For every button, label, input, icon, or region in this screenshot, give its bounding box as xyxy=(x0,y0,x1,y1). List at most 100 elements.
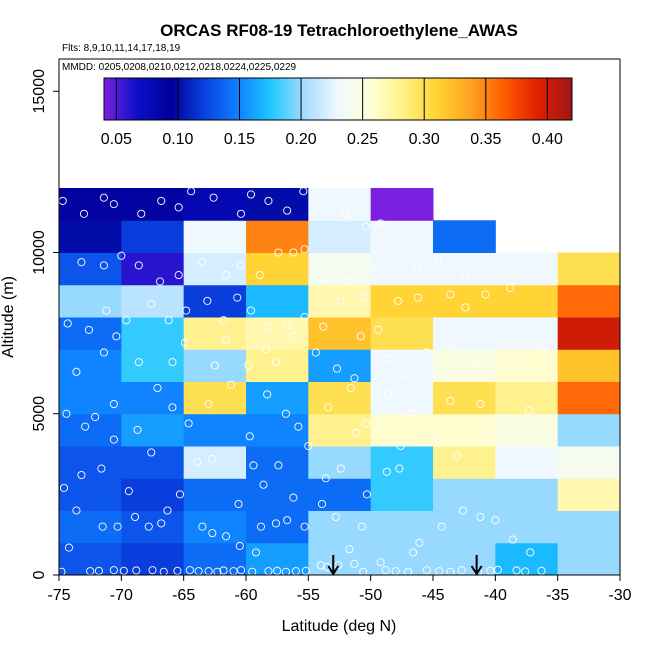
sample-point xyxy=(233,293,242,302)
x-axis-label: Latitude (deg N) xyxy=(282,618,397,635)
heatmap-cell xyxy=(183,252,247,286)
sample-point xyxy=(304,441,313,451)
heatmap-cell xyxy=(59,413,122,447)
sample-point xyxy=(521,567,530,575)
heatmap-cell xyxy=(59,349,122,382)
sample-point xyxy=(264,196,273,205)
heatmap-cell xyxy=(183,413,247,447)
sample-point xyxy=(433,435,443,444)
sample-point xyxy=(324,196,333,205)
sample-point xyxy=(198,258,207,267)
heatmap-cell xyxy=(433,252,496,286)
heatmap-cell xyxy=(433,542,496,575)
sample-point xyxy=(390,251,399,260)
sample-point xyxy=(446,290,455,299)
colorbar-ticks: 0.05 0.10 0.15 0.20 0.25 0.30 0.35 0.40 xyxy=(101,78,563,148)
heatmap-cell xyxy=(121,381,185,415)
heatmap-cell xyxy=(121,349,185,382)
sample-point xyxy=(317,499,327,509)
heatmap-cell xyxy=(370,188,434,221)
sample-point xyxy=(361,419,370,428)
sample-point xyxy=(422,566,431,575)
heatmap-cell xyxy=(495,478,559,511)
sample-point xyxy=(198,522,207,531)
x-tick-label: -75 xyxy=(47,587,70,604)
sample-point xyxy=(263,390,272,399)
sample-point xyxy=(446,567,455,575)
sample-point xyxy=(255,271,264,280)
sample-point xyxy=(63,319,72,328)
sample-point xyxy=(236,209,246,218)
heatmap-cell xyxy=(121,478,185,511)
heatmap-cell xyxy=(183,188,247,221)
heatmap-cell xyxy=(308,542,372,575)
sample-point xyxy=(413,293,423,302)
heatmap-cell xyxy=(59,542,122,575)
sample-point xyxy=(246,190,256,199)
heatmap-cell xyxy=(308,284,372,318)
sample-point xyxy=(382,354,391,363)
sample-point xyxy=(245,432,254,441)
y-axis: 0 5000 10000 15000 xyxy=(31,69,59,579)
heatmap-cell xyxy=(59,381,122,415)
colorbar-tick-label: 0.15 xyxy=(224,131,255,148)
sample-point xyxy=(381,566,390,575)
sample-point xyxy=(324,403,333,412)
heatmap-cell xyxy=(121,413,185,447)
sample-point xyxy=(157,519,166,528)
heatmap-cell xyxy=(495,252,559,286)
sample-point xyxy=(382,467,391,476)
sample-point xyxy=(134,358,143,367)
sample-point xyxy=(289,248,298,257)
sample-point xyxy=(412,264,421,273)
heatmap-cell xyxy=(370,542,434,575)
chart-subtitle-dates: MMDD: 0205,0208,0210,0212,0218,0224,0225… xyxy=(62,62,297,73)
sample-point xyxy=(400,370,409,380)
sample-point xyxy=(350,559,359,568)
sample-point xyxy=(493,565,502,574)
sample-point xyxy=(226,380,236,389)
x-axis: -75 -70 -65 -60 -55 -50 -45 -40 -35 -30 xyxy=(47,575,632,604)
sample-point xyxy=(350,374,359,383)
sample-point xyxy=(102,306,111,315)
sample-point xyxy=(235,541,244,551)
sample-point xyxy=(283,206,292,215)
heatmap-cell xyxy=(59,252,122,286)
sample-point xyxy=(59,567,66,575)
sample-point xyxy=(526,548,535,557)
heatmap-cell xyxy=(246,317,309,350)
sample-point xyxy=(130,512,140,522)
sample-point xyxy=(271,519,280,528)
heatmap-cell xyxy=(433,446,496,479)
heatmap-cell xyxy=(557,317,620,350)
sample-point xyxy=(99,193,108,202)
heatmap-cell xyxy=(59,446,122,479)
heatmap-cell xyxy=(557,478,620,511)
sample-point xyxy=(321,474,330,483)
plot-frame xyxy=(58,58,621,576)
sample-point xyxy=(376,558,385,567)
sample-point xyxy=(236,261,246,270)
heatmap-cell xyxy=(557,381,620,415)
heatmap-cell xyxy=(495,381,559,415)
x-tick-label: -55 xyxy=(297,587,320,604)
sample-point xyxy=(119,566,128,575)
sample-point xyxy=(316,561,325,570)
heatmap-cell xyxy=(308,252,372,286)
colorbar-tick-label: 0.30 xyxy=(409,131,440,148)
heatmap-cell xyxy=(370,381,434,415)
heatmap-cell xyxy=(246,542,309,575)
sample-point xyxy=(109,566,118,575)
sample-point xyxy=(98,522,107,531)
sample-point xyxy=(319,322,328,331)
sample-point xyxy=(283,322,292,331)
sample-point xyxy=(404,567,413,575)
heatmap-cell xyxy=(308,220,372,253)
sample-point xyxy=(147,448,156,457)
sample-point xyxy=(210,361,219,370)
sample-point xyxy=(384,390,393,399)
colorbar-tick-label: 0.25 xyxy=(347,131,378,148)
sample-point xyxy=(261,345,270,354)
heatmap-cell xyxy=(370,510,434,544)
x-tick-label: -70 xyxy=(110,587,133,604)
